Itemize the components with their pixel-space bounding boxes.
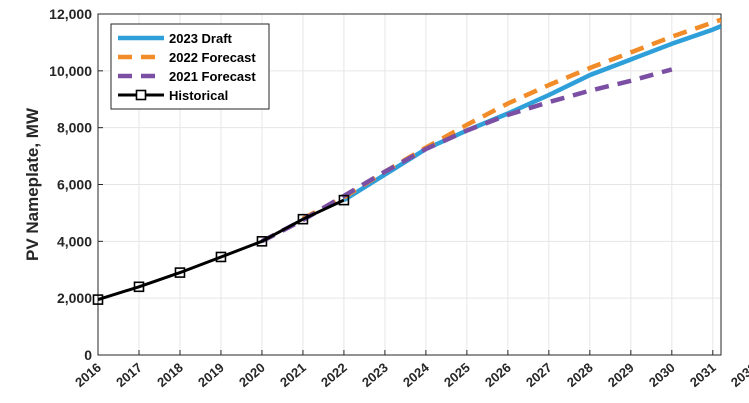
x-tick-label: 2024 bbox=[400, 359, 432, 390]
x-tick-label: 2026 bbox=[482, 360, 514, 390]
y-tick-label: 8,000 bbox=[57, 120, 92, 136]
x-tick-label: 2031 bbox=[687, 360, 719, 390]
x-tick-label: 2017 bbox=[113, 360, 145, 390]
x-tick-label: 2023 bbox=[359, 360, 391, 390]
legend-label: 2022 Forecast bbox=[169, 50, 256, 65]
y-tick-label: 12,000 bbox=[49, 6, 92, 22]
x-tick-label: 2021 bbox=[277, 360, 309, 390]
x-tick-label: 2027 bbox=[523, 360, 555, 390]
legend-label: Historical bbox=[169, 88, 228, 103]
x-tick-label: 2019 bbox=[195, 360, 227, 390]
y-tick-label: 6,000 bbox=[57, 177, 92, 193]
x-tick-label: 2028 bbox=[564, 360, 596, 390]
x-tick-label: 2029 bbox=[605, 360, 637, 390]
x-tick-label: 2022 bbox=[318, 360, 350, 390]
y-tick-label: 0 bbox=[84, 347, 92, 363]
y-tick-label: 4,000 bbox=[57, 233, 92, 249]
series-line-2023-draft bbox=[344, 26, 721, 200]
x-tick-label: 2032 bbox=[728, 360, 749, 390]
legend: 2023 Draft 2022 Forecast 2021 Forecast Hist… bbox=[111, 24, 269, 109]
x-tick-label: 2018 bbox=[154, 360, 186, 390]
x-tick-label: 2016 bbox=[72, 360, 104, 390]
legend-label: 2021 Forecast bbox=[169, 69, 256, 84]
y-tick-label: 2,000 bbox=[57, 290, 92, 306]
x-tick-label: 2020 bbox=[236, 360, 268, 390]
x-tick-label: 2030 bbox=[646, 360, 678, 390]
x-tick-label: 2025 bbox=[441, 360, 473, 390]
y-tick-label: 10,000 bbox=[49, 63, 92, 79]
legend-label: 2023 Draft bbox=[169, 31, 233, 46]
legend-marker bbox=[137, 91, 146, 100]
y-axis-label: PV Nameplate, MW bbox=[23, 107, 42, 261]
